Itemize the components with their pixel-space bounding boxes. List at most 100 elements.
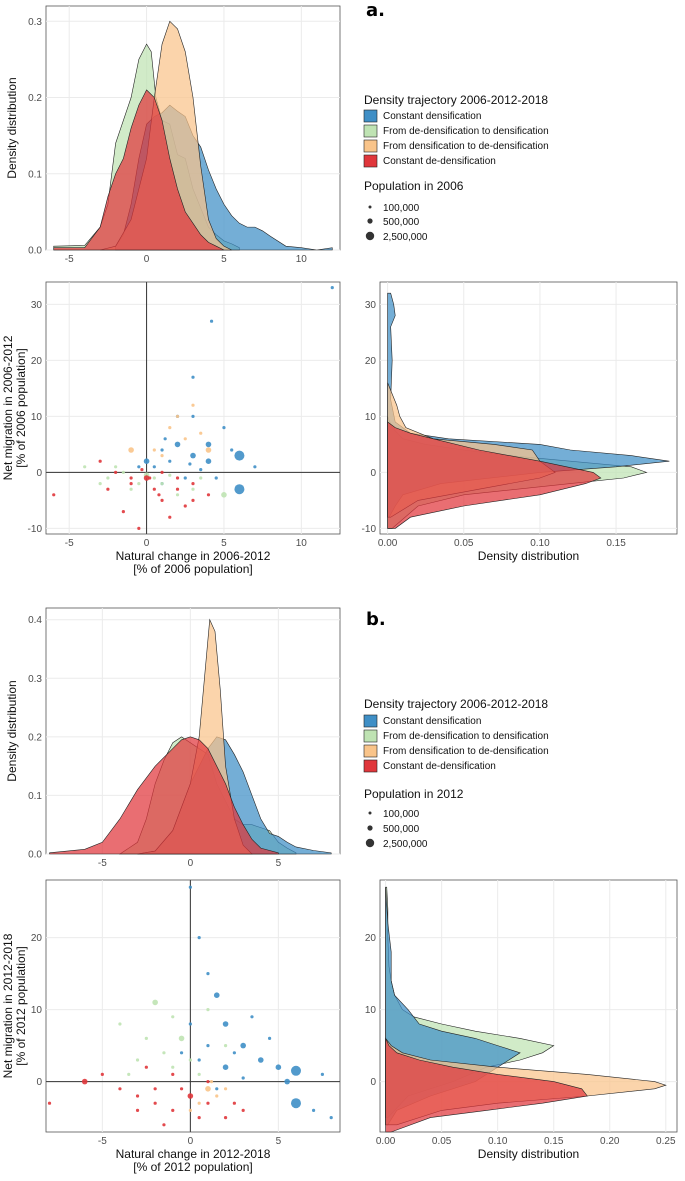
scatter-point-red [241, 1108, 245, 1112]
legend-size-dot [365, 838, 375, 848]
y-tick-label: 0.0 [28, 850, 42, 861]
scatter-point-red [135, 1108, 140, 1112]
density-area-red [385, 1038, 588, 1133]
legend-item: From densification to de-densification [383, 141, 549, 152]
scatter-point-blue [330, 286, 334, 290]
panel-a-right-density-plot: 0.00 0.05 0.10 0.15 -10 0 10 20 30 Density distri… [362, 281, 678, 563]
scatter-point-blue [253, 465, 257, 469]
scatter-point-blue [199, 468, 203, 472]
scatter-point-orange [168, 426, 172, 430]
y-tick-label: -10 [362, 524, 377, 535]
scatter-point-blue [234, 484, 245, 495]
x-tick-label: 0.00 [378, 538, 398, 549]
scatter-point-green [197, 1072, 201, 1076]
scatter-point-blue [290, 1098, 301, 1109]
scatter-point-blue [197, 936, 201, 940]
scatter-point-blue [250, 1015, 254, 1019]
x-tick-label: 0 [144, 254, 150, 265]
scatter-point-orange [209, 1080, 214, 1084]
scatter-point-green [98, 482, 102, 486]
y-tick-label: 20 [365, 356, 377, 367]
x-axis-label: Density distribution [478, 549, 579, 563]
scatter-point-orange [128, 447, 134, 453]
scatter-point-red [171, 1108, 175, 1112]
legend-title: Density trajectory 2006-2012-2018 [364, 697, 548, 711]
scatter-point-blue [290, 1065, 301, 1076]
scatter-point-red [160, 498, 164, 502]
scatter-point-blue [168, 459, 172, 463]
scatter-point-blue [241, 1076, 245, 1080]
legend-size-dot [367, 825, 373, 831]
scatter-point-blue [188, 462, 192, 466]
scatter-point-green [106, 476, 110, 480]
scatter-point-red [179, 1087, 184, 1091]
scatter-point-red [153, 1087, 157, 1091]
legend-size-item: 500,000 [383, 217, 420, 228]
x-tick-label: 0.25 [656, 1136, 676, 1147]
y-tick-label: 30 [365, 300, 377, 311]
legend-size-dot [368, 811, 372, 815]
legend-swatch-orange [363, 744, 378, 758]
x-axis-label: Natural change in 2012-2018 [116, 1147, 271, 1161]
scatter-point-green [168, 473, 172, 477]
panel-a-label: a. [366, 0, 385, 21]
y-tick-label: 0.1 [28, 169, 42, 180]
scatter-point-orange [215, 1094, 219, 1098]
y-tick-label: 0 [370, 1077, 376, 1088]
scatter-point-blue [257, 1057, 264, 1063]
x-axis-label: Natural change in 2006-2012 [116, 549, 271, 563]
y-tick-label: 0.4 [28, 615, 42, 626]
scatter-point-blue [222, 1021, 229, 1027]
y-tick-label: 20 [365, 933, 377, 944]
scatter-point-blue [209, 319, 214, 323]
scatter-point-red [183, 504, 187, 508]
legend-size-item: 100,000 [383, 203, 420, 214]
scatter-point-red [197, 1116, 201, 1120]
y-tick-label: 0.3 [28, 674, 42, 685]
scatter-point-red [129, 482, 133, 486]
panel-a-scatter-plot: -5 0 5 10 -10 0 10 20 30 Natural change in 2006-2… [1, 281, 341, 576]
scatter-point-green [199, 476, 203, 480]
scatter-point-red [160, 470, 164, 474]
y-tick-label: 10 [31, 1005, 43, 1016]
scatter-point-green [144, 1036, 148, 1040]
scatter-point-orange [152, 448, 156, 452]
y-tick-label: 30 [31, 300, 43, 311]
x-axis-label: [% of 2006 population] [133, 562, 252, 576]
scatter-point-red [152, 487, 156, 491]
scatter-point-blue [174, 441, 181, 448]
legend-swatch-red [363, 154, 378, 168]
legend-item: Constant de-densification [383, 761, 496, 772]
y-axis-label: Net migration in 2012-2018 [1, 933, 15, 1078]
panel-b-legend: Density trajectory 2006-2012-2018 Consta… [363, 697, 549, 850]
legend-size-title: Population in 2012 [364, 787, 464, 801]
scatter-point-green [129, 487, 133, 491]
x-tick-label: -5 [65, 538, 74, 549]
scatter-point-red [106, 487, 110, 491]
scatter-point-green [188, 1058, 192, 1062]
scatter-point-blue [183, 476, 187, 480]
scatter-point-green [127, 1072, 131, 1076]
scatter-point-red [153, 1101, 157, 1105]
x-tick-label: 5 [276, 858, 282, 869]
scatter-point-red [143, 475, 150, 481]
x-tick-label: 0.10 [488, 1136, 508, 1147]
scatter-point-blue [329, 1116, 333, 1120]
x-tick-label: -5 [98, 1136, 107, 1147]
scatter-point-red [118, 1087, 122, 1091]
scatter-point-blue [191, 375, 195, 379]
x-tick-label: 0.00 [376, 1136, 396, 1147]
scatter-point-red [206, 1101, 210, 1105]
scatter-point-blue [206, 972, 210, 976]
scatter-point-blue [267, 1036, 272, 1040]
scatter-point-green [178, 1035, 185, 1042]
y-tick-label: 0.3 [28, 17, 42, 28]
scatter-point-blue [232, 1051, 236, 1055]
scatter-point-orange [183, 437, 187, 441]
scatter-point-red [162, 1123, 166, 1127]
y-tick-label: -10 [28, 524, 43, 535]
x-tick-label: -5 [65, 254, 74, 265]
scatter-point-red [175, 476, 180, 480]
density-area-red [53, 89, 225, 251]
